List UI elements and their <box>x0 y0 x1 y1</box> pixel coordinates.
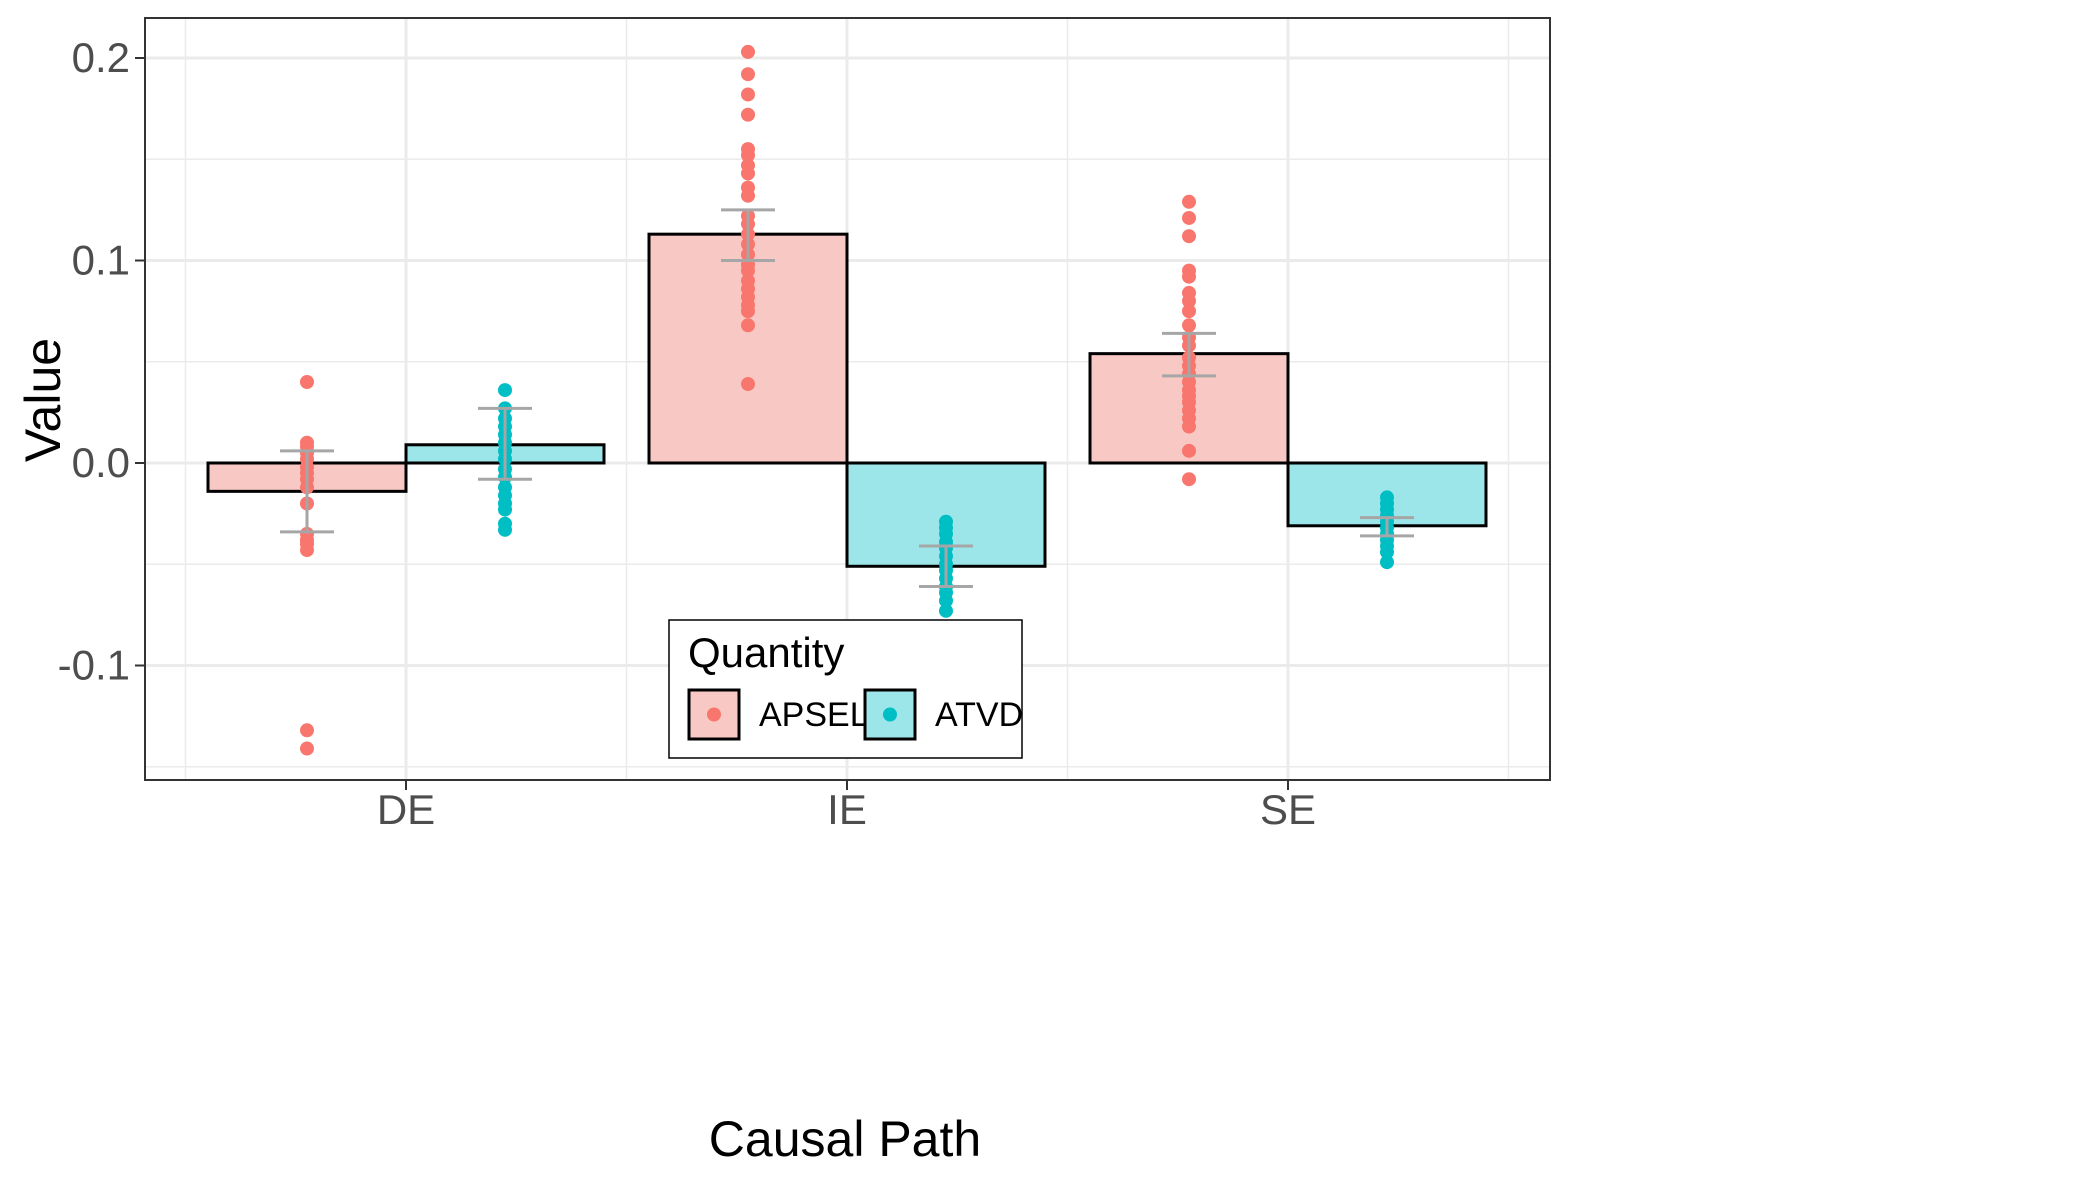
y-tick-label: 0.2 <box>72 34 130 81</box>
point-atvd <box>498 383 512 398</box>
point-apsel <box>741 67 755 82</box>
point-apsel <box>300 543 314 558</box>
point-atvd <box>1380 555 1394 570</box>
point-apsel <box>300 375 314 389</box>
errorbar-atvd-se <box>1360 516 1414 538</box>
x-tick-label: IE <box>827 786 867 833</box>
point-apsel <box>1182 210 1196 225</box>
point-atvd <box>498 502 512 517</box>
errorbar-atvd-ie <box>919 544 973 589</box>
errorbar-atvd-de <box>478 406 532 481</box>
point-apsel <box>300 741 314 756</box>
x-axis: DE IE SE <box>377 780 1316 833</box>
legend-label-atvd: ATVD <box>935 696 1023 734</box>
point-apsel <box>1182 318 1196 333</box>
point-apsel <box>741 377 755 392</box>
errorbar-apsel-ie <box>721 208 775 262</box>
errorbar-apsel-se <box>1162 331 1216 378</box>
point-apsel <box>1182 472 1196 487</box>
point-apsel <box>1182 304 1196 319</box>
point-atvd <box>939 593 953 608</box>
legend-label-apsel: APSEL <box>759 696 869 734</box>
point-apsel <box>1182 419 1196 434</box>
point-apsel <box>1182 443 1196 458</box>
legend: Quantity APSEL ATVD <box>668 619 1023 759</box>
bars <box>206 232 1488 568</box>
x-tick-label: DE <box>377 786 435 833</box>
y-axis-title: Value <box>15 338 71 462</box>
point-apsel <box>741 304 755 319</box>
x-axis-title: Causal Path <box>709 1111 981 1167</box>
legend-key-atvd <box>863 688 917 741</box>
point-apsel <box>1182 194 1196 209</box>
point-apsel <box>741 107 755 122</box>
point-apsel <box>741 87 755 102</box>
point-atvd <box>1380 545 1394 560</box>
errorbar-apsel-de <box>280 449 334 534</box>
point-apsel <box>741 263 755 278</box>
legend-title: Quantity <box>688 629 844 676</box>
y-tick-label: 0.1 <box>72 237 130 284</box>
y-tick-label: -0.1 <box>58 642 130 689</box>
point-atvd <box>498 522 512 537</box>
y-tick-label: 0.0 <box>72 439 130 486</box>
point-apsel <box>741 148 755 163</box>
y-axis: 0.2 0.1 0.0 -0.1 <box>58 34 145 689</box>
point-apsel <box>741 44 755 59</box>
point-apsel <box>1182 294 1196 308</box>
point-apsel <box>741 188 755 203</box>
x-tick-label: SE <box>1260 786 1316 833</box>
point-apsel <box>1182 229 1196 244</box>
point-atvd <box>939 603 953 618</box>
legend-dot-apsel <box>707 707 721 722</box>
point-apsel <box>741 318 755 333</box>
legend-dot-atvd <box>883 707 897 722</box>
error-bars <box>280 208 1414 589</box>
point-apsel <box>1182 269 1196 284</box>
point-apsel <box>741 166 755 181</box>
point-apsel <box>300 723 314 738</box>
